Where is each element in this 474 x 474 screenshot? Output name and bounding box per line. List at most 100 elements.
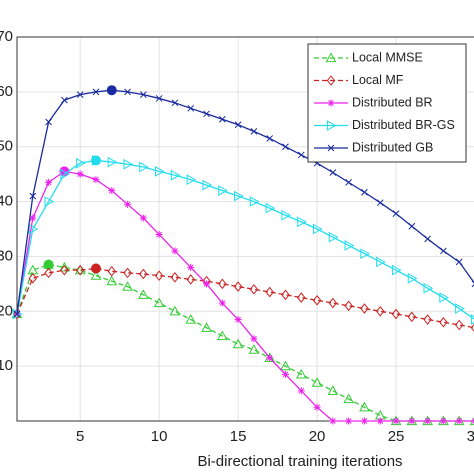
point-marker	[361, 188, 368, 196]
point-marker	[29, 214, 37, 222]
point-marker	[59, 261, 70, 272]
x-axis-label: Bi-directional training iterations	[197, 453, 402, 470]
point-marker	[29, 192, 37, 200]
point-marker	[282, 143, 289, 151]
point-marker	[61, 96, 68, 104]
point-marker	[171, 99, 179, 107]
point-marker	[139, 268, 148, 280]
point-marker	[439, 292, 449, 303]
point-marker	[203, 110, 210, 118]
y-tick-label: 70	[0, 28, 13, 45]
point-marker	[139, 161, 149, 173]
legend-marker	[326, 120, 337, 131]
y-tick-label: 20	[0, 302, 13, 319]
point-marker	[187, 104, 195, 112]
point-marker	[327, 385, 339, 395]
x-tick-label: 15	[230, 428, 247, 445]
legend-label: Local MF	[352, 73, 404, 87]
point-marker	[360, 417, 368, 425]
point-marker	[234, 121, 242, 129]
point-marker	[392, 210, 400, 217]
point-marker	[139, 214, 147, 222]
point-marker	[297, 292, 306, 303]
point-marker	[28, 223, 39, 235]
point-marker	[249, 196, 260, 207]
point-marker	[107, 156, 118, 168]
point-marker	[295, 368, 307, 379]
point-marker	[312, 223, 323, 235]
point-marker	[376, 305, 385, 317]
point-marker	[216, 330, 228, 341]
point-marker	[470, 314, 474, 325]
y-tick-label: 10	[0, 357, 13, 374]
point-marker	[424, 235, 431, 243]
point-marker	[60, 264, 69, 276]
point-marker	[424, 417, 432, 425]
point-marker	[154, 270, 164, 281]
point-marker	[122, 281, 133, 291]
point-marker	[28, 273, 38, 284]
point-marker	[423, 282, 434, 294]
point-marker	[124, 88, 131, 96]
point-marker	[360, 248, 370, 260]
point-marker	[471, 280, 474, 288]
point-marker	[470, 323, 474, 332]
point-marker	[234, 190, 244, 202]
legend-label: Distributed GB	[352, 140, 433, 154]
legend-marker	[327, 99, 335, 107]
point-marker	[328, 231, 339, 243]
point-marker	[376, 256, 386, 268]
point-marker	[407, 311, 417, 323]
point-marker	[407, 273, 418, 284]
point-marker	[312, 295, 322, 306]
point-marker	[345, 417, 353, 425]
point-marker	[90, 270, 102, 280]
point-marker	[45, 178, 53, 186]
point-marker	[107, 265, 116, 277]
point-marker	[455, 417, 463, 425]
point-marker	[329, 417, 337, 425]
point-marker	[343, 393, 355, 404]
point-marker	[76, 91, 84, 98]
point-marker	[186, 174, 197, 185]
point-marker	[218, 299, 226, 307]
point-marker	[360, 303, 369, 314]
point-marker	[281, 209, 292, 221]
point-marker	[281, 289, 290, 301]
point-marker	[392, 417, 400, 425]
point-marker	[439, 417, 447, 425]
point-marker	[60, 168, 70, 180]
point-marker	[232, 338, 244, 349]
point-marker	[439, 316, 448, 328]
point-marker	[203, 280, 211, 288]
legend-label: Local MMSE	[352, 50, 423, 64]
point-marker	[218, 185, 228, 196]
point-marker	[248, 344, 260, 354]
y-tick-label: 60	[0, 83, 13, 100]
point-marker	[76, 157, 86, 169]
legend-marker	[325, 52, 337, 63]
peak-marker	[43, 259, 54, 270]
point-marker	[92, 88, 100, 96]
point-marker	[329, 169, 337, 176]
peak-marker	[90, 155, 101, 166]
point-marker	[266, 135, 274, 142]
x-tick-label: 25	[388, 428, 405, 445]
point-marker	[169, 305, 181, 316]
point-marker	[250, 128, 258, 135]
point-marker	[75, 264, 85, 276]
point-marker	[139, 91, 147, 98]
y-tick-label: 40	[0, 193, 13, 210]
point-marker	[281, 370, 289, 378]
point-marker	[376, 417, 384, 425]
point-marker	[408, 417, 416, 425]
x-tick-label: 10	[151, 428, 168, 445]
point-marker	[170, 271, 180, 283]
point-marker	[311, 377, 323, 387]
x-tick-label: 20	[309, 428, 326, 445]
point-marker	[250, 335, 258, 343]
point-marker	[153, 297, 165, 308]
point-marker	[376, 199, 384, 207]
point-marker	[45, 118, 52, 126]
